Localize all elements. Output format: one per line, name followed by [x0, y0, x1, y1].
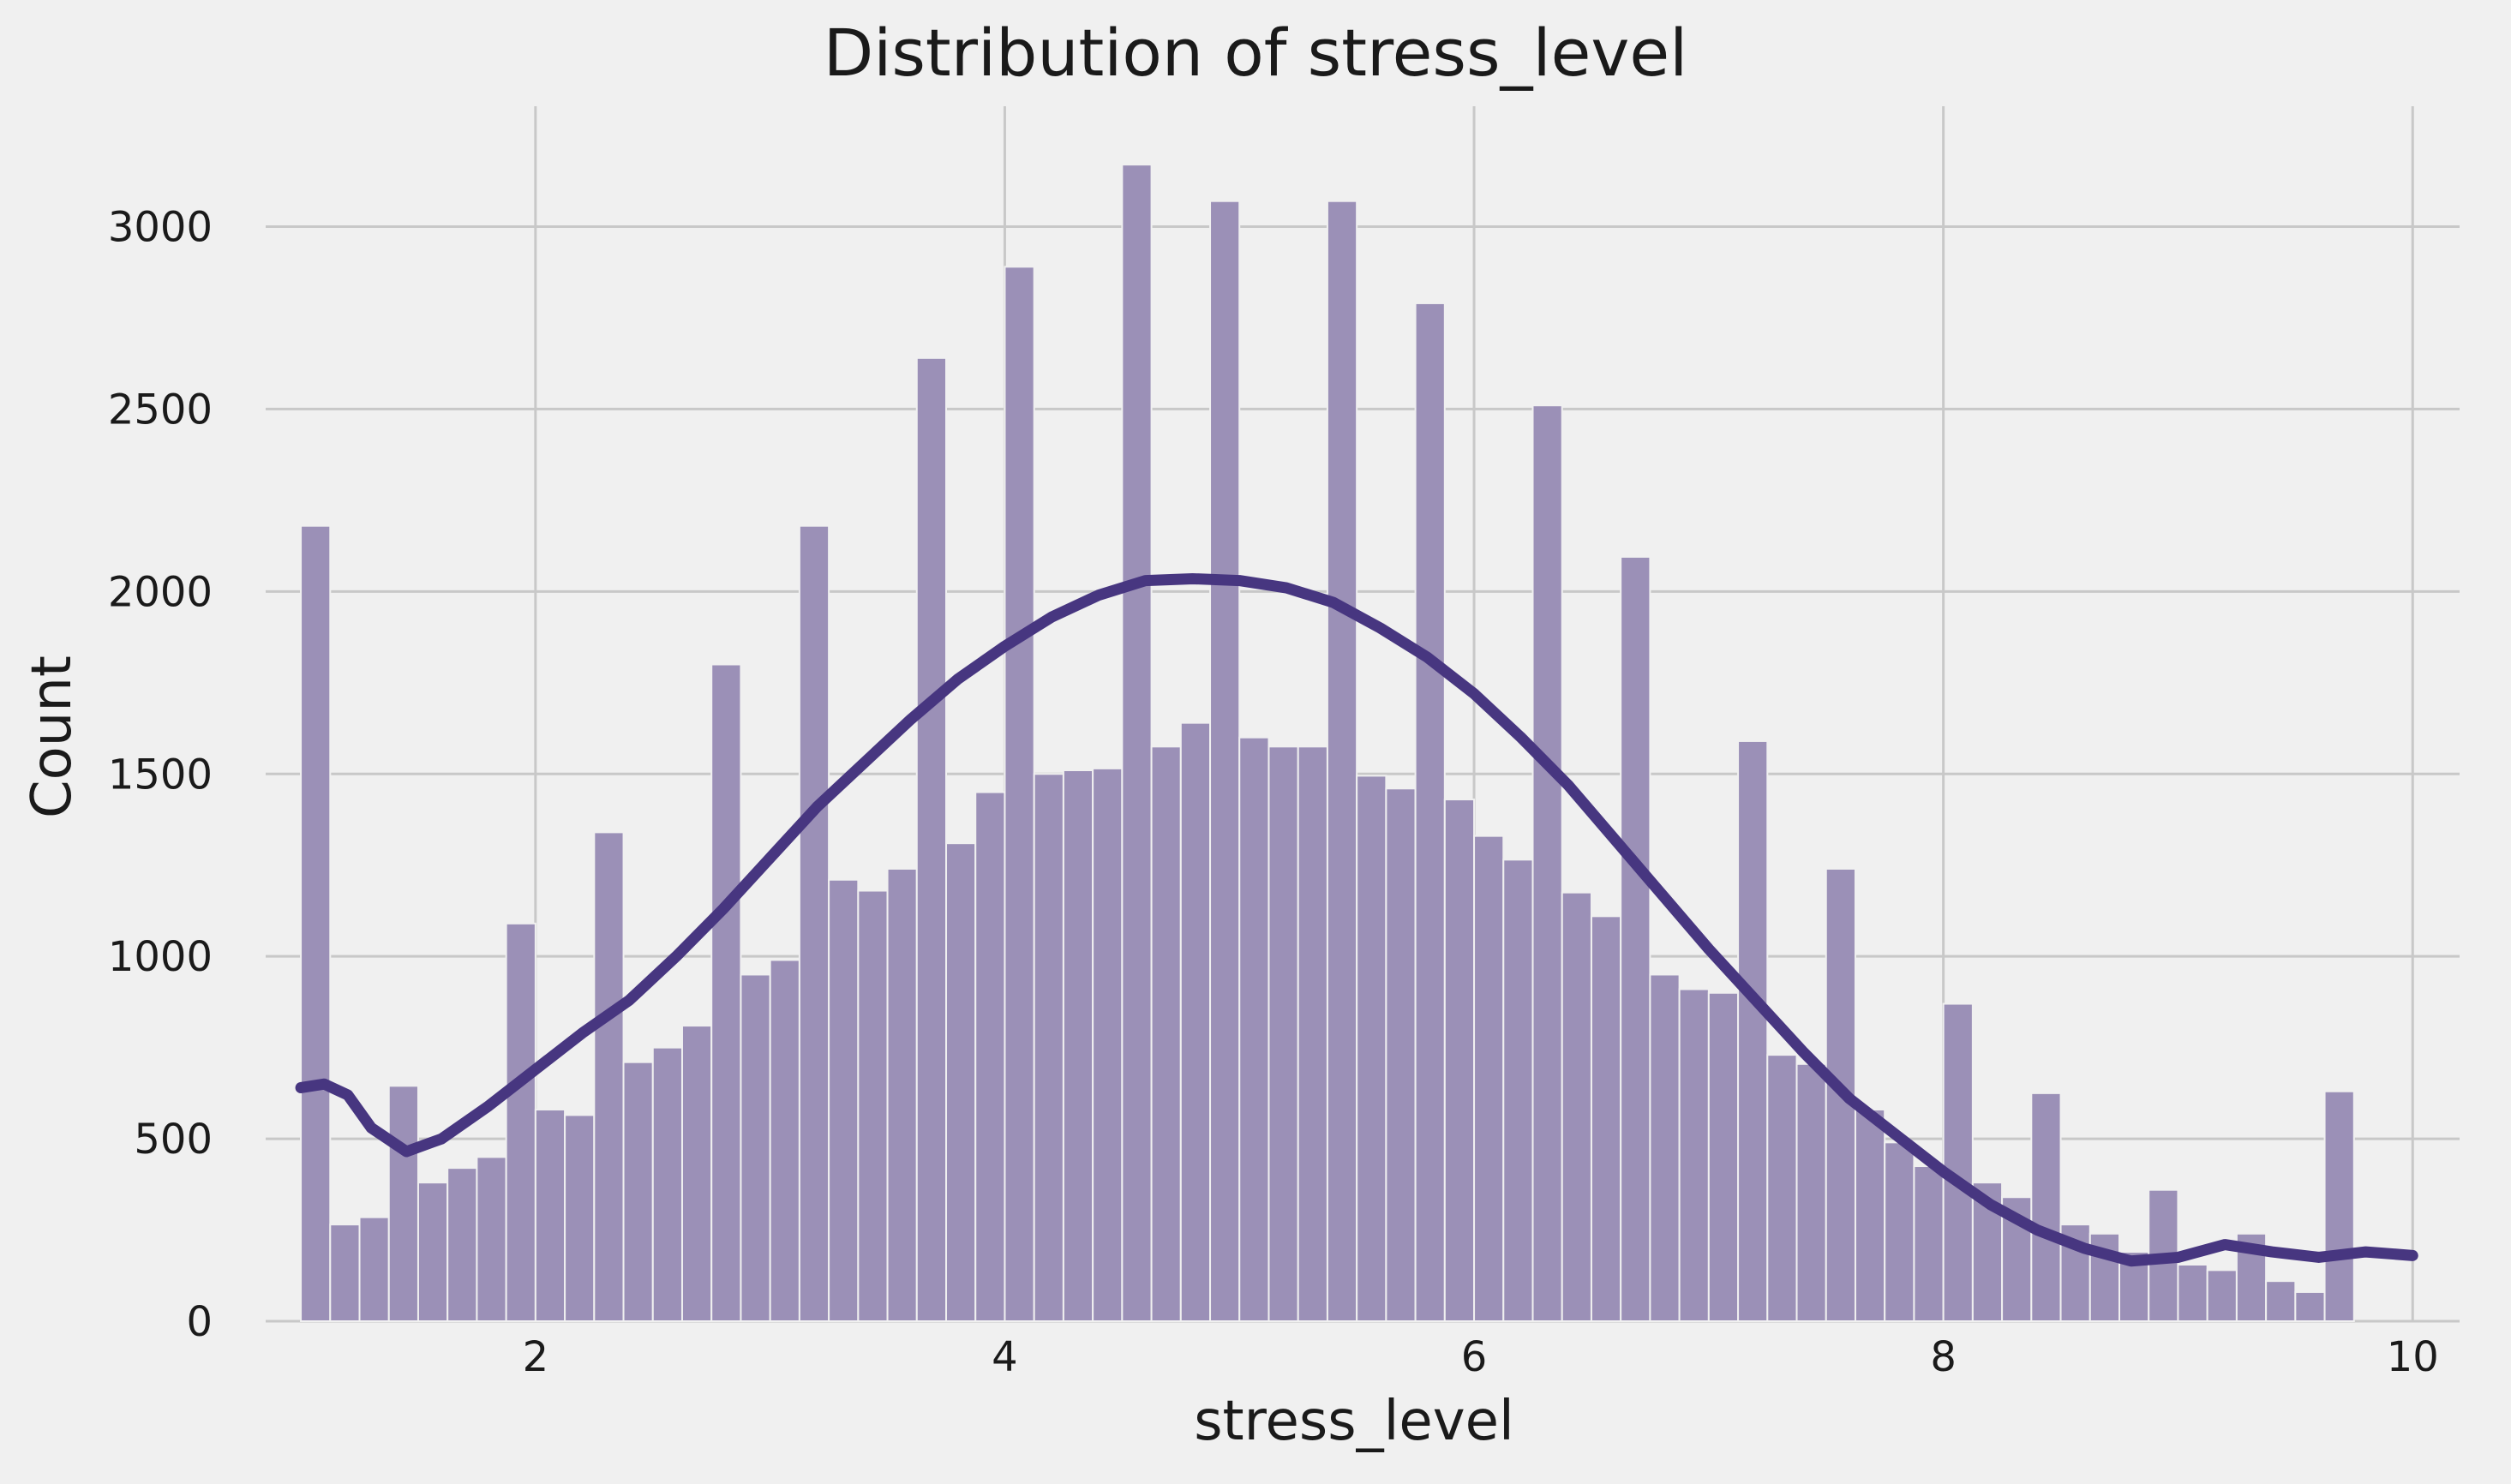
histogram-bar — [680, 1025, 713, 1322]
histogram-bar — [1033, 773, 1064, 1322]
x-tick-label: 4 — [992, 1333, 1018, 1381]
histogram-bar — [1620, 555, 1651, 1322]
histogram-bar — [2206, 1269, 2238, 1323]
histogram-bar — [1326, 200, 1358, 1322]
histogram-bar — [1267, 745, 1299, 1322]
histogram-bar — [1443, 799, 1476, 1322]
histogram-bar — [329, 1224, 361, 1322]
histogram-bar — [1942, 1002, 1974, 1322]
histogram-bar — [915, 356, 948, 1322]
y-tick-label: 2000 — [108, 568, 213, 616]
histogram-bar — [534, 1109, 566, 1322]
y-tick-labels: 0 500 1000 1500 2000 2500 3000 — [108, 204, 213, 1346]
histogram-bar — [1737, 739, 1769, 1322]
histogram-bar — [387, 1085, 419, 1322]
y-tick-label: 1500 — [108, 751, 213, 799]
y-tick-label: 3000 — [108, 204, 213, 252]
histogram-bar — [1004, 266, 1035, 1322]
histogram-bar — [2265, 1280, 2297, 1323]
histogram-bar — [417, 1182, 449, 1322]
histogram-bar — [1913, 1165, 1945, 1323]
histogram-bar — [2030, 1092, 2062, 1323]
histogram-bar — [651, 1046, 683, 1322]
x-tick-label: 2 — [523, 1333, 549, 1381]
x-axis-label: stress_level — [1194, 1390, 1514, 1453]
histogram-bar — [1678, 988, 1710, 1323]
x-tick-label: 10 — [2387, 1333, 2439, 1381]
histogram-bar — [622, 1061, 654, 1323]
histogram-bar — [1795, 1062, 1827, 1323]
histogram-bar — [2323, 1090, 2355, 1322]
histogram-bar — [974, 791, 1006, 1322]
kde-curve — [295, 572, 2418, 1267]
grid-lines — [266, 106, 2460, 1323]
histogram-bar — [1062, 769, 1094, 1322]
histogram-bar — [1414, 302, 1446, 1323]
histogram-bar — [1238, 736, 1270, 1322]
x-tick-label: 8 — [1930, 1333, 1957, 1381]
histogram-bar — [769, 959, 800, 1322]
histogram-bar — [505, 922, 536, 1322]
histogram-bar — [945, 842, 977, 1322]
histogram-bar — [1649, 973, 1681, 1322]
histogram-bar — [1092, 767, 1124, 1322]
histogram-bar — [564, 1114, 596, 1323]
histogram-bar — [446, 1167, 478, 1323]
histogram-bar — [300, 524, 332, 1322]
histogram-bar — [1502, 859, 1534, 1322]
histogram-bar — [358, 1216, 390, 1323]
x-tick-label: 6 — [1461, 1333, 1488, 1381]
histogram-bar — [1209, 200, 1241, 1322]
histogram-bar — [2294, 1290, 2326, 1323]
histogram-bar — [1473, 835, 1505, 1322]
histogram-bar — [1385, 787, 1417, 1322]
histogram-bar — [2177, 1263, 2208, 1322]
histogram-bar — [476, 1156, 507, 1323]
histogram-bar — [1150, 745, 1182, 1322]
y-tick-label: 0 — [186, 1298, 213, 1346]
y-axis-label: Count — [21, 655, 84, 818]
y-tick-label: 2500 — [108, 386, 213, 434]
histogram-bar — [1854, 1109, 1886, 1322]
histogram-bar — [798, 524, 830, 1322]
histogram-bar — [828, 878, 860, 1322]
histogram-bar — [1766, 1054, 1798, 1322]
histogram-bar — [1121, 164, 1153, 1323]
histogram-bar — [1884, 1141, 1915, 1322]
histogram-bar — [740, 973, 771, 1322]
histogram-bar — [1356, 775, 1387, 1322]
histogram-bar — [1179, 721, 1212, 1322]
chart-title: Distribution of stress_level — [824, 15, 1688, 91]
histogram-bar — [1297, 745, 1328, 1322]
histogram-bar — [1590, 915, 1622, 1323]
histogram-bar — [710, 663, 742, 1322]
histogram-bar — [1531, 404, 1563, 1323]
y-tick-label: 500 — [134, 1116, 213, 1164]
histogram-bar — [1561, 891, 1592, 1322]
histogram-bar — [1707, 991, 1740, 1322]
histogram-bar — [857, 889, 889, 1322]
x-tick-labels: 2 4 6 8 10 — [523, 1333, 2439, 1381]
histogram-bar — [593, 831, 625, 1322]
histogram-bars — [300, 164, 2355, 1323]
y-tick-label: 1000 — [108, 933, 213, 981]
histogram-bar — [886, 867, 918, 1322]
